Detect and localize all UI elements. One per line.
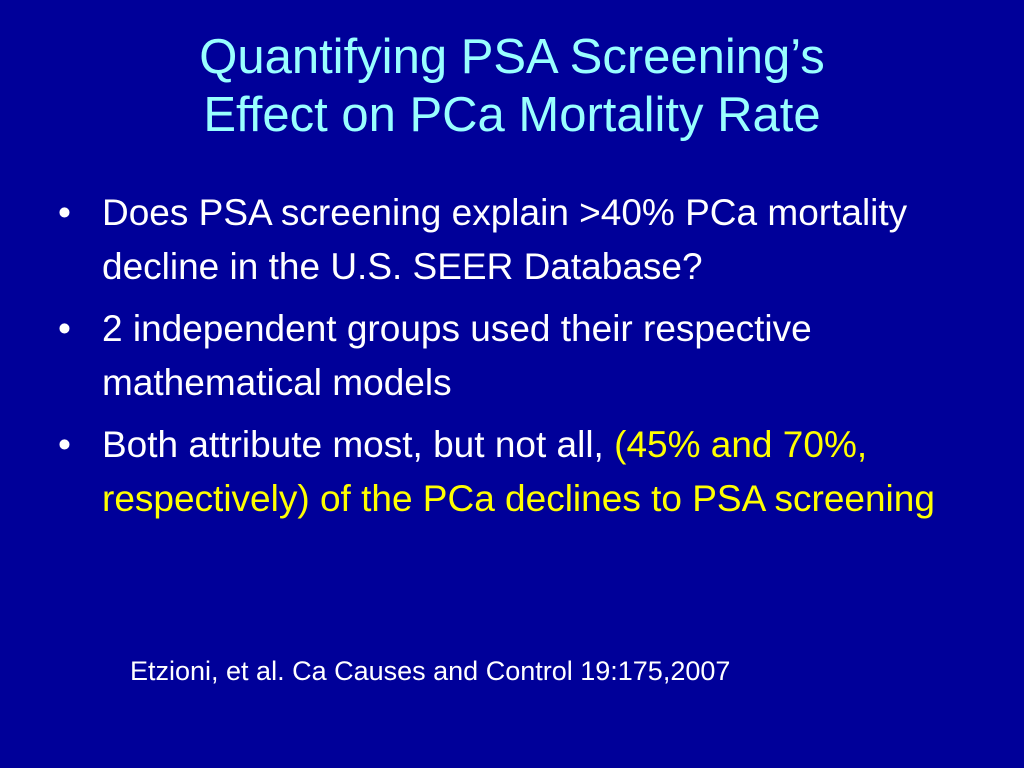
bullet-dot-icon: •	[58, 424, 71, 465]
bullet-item-3: • Both attribute most, but not all, (45%…	[58, 418, 958, 526]
title-line-2: Effect on PCa Mortality Rate	[203, 88, 821, 142]
bullet-text-highlight: (45% and 70%, respectively) of the PCa d…	[102, 424, 935, 519]
bullet-item-1: • Does PSA screening explain >40% PCa mo…	[58, 186, 958, 294]
bullet-item-2: • 2 independent groups used their respec…	[58, 302, 958, 410]
bullet-text: 2 independent groups used their respecti…	[102, 308, 812, 403]
bullet-text: Does PSA screening explain >40% PCa mort…	[102, 192, 908, 287]
title-line-1: Quantifying PSA Screening’s	[199, 30, 825, 84]
bullet-list: • Does PSA screening explain >40% PCa mo…	[58, 186, 958, 534]
bullet-dot-icon: •	[58, 308, 71, 349]
bullet-text: Both attribute most, but not all,	[102, 424, 615, 465]
bullet-dot-icon: •	[58, 192, 71, 233]
slide-title: Quantifying PSA Screening’s Effect on PC…	[40, 28, 984, 144]
citation: Etzioni, et al. Ca Causes and Control 19…	[130, 656, 731, 686]
